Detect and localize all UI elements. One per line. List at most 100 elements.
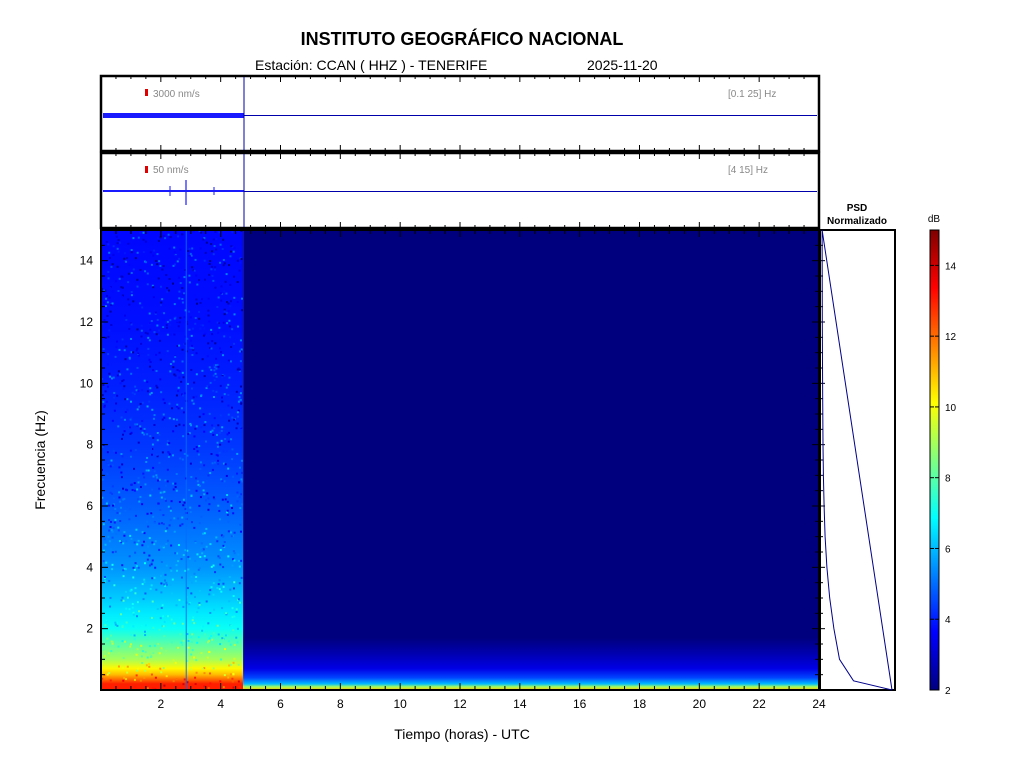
noise-speckle xyxy=(236,491,239,494)
noise-speckle xyxy=(217,321,220,324)
noise-speckle xyxy=(218,556,221,559)
noise-speckle xyxy=(231,458,234,461)
noise-speckle xyxy=(147,327,150,330)
noise-speckle xyxy=(179,248,182,251)
noise-speckle xyxy=(168,524,171,527)
noise-speckle xyxy=(162,523,165,526)
noise-speckle xyxy=(105,240,108,243)
noise-speckle xyxy=(205,499,208,502)
noise-speckle xyxy=(121,667,124,670)
noise-speckle xyxy=(159,442,162,445)
noise-speckle xyxy=(152,475,155,478)
noise-speckle xyxy=(146,687,149,690)
trace1-ticks xyxy=(115,76,805,151)
noise-speckle xyxy=(158,478,161,481)
noise-speckle xyxy=(178,423,181,426)
noise-speckle xyxy=(121,596,124,599)
noise-speckle xyxy=(176,403,179,406)
noise-speckle xyxy=(225,612,228,615)
noise-speckle xyxy=(143,581,146,584)
noise-speckle xyxy=(164,237,167,240)
noise-speckle xyxy=(166,333,169,336)
noise-speckle xyxy=(189,462,192,465)
noise-speckle xyxy=(104,655,107,658)
noise-speckle xyxy=(202,481,205,484)
noise-speckle xyxy=(142,540,145,543)
noise-speckle xyxy=(179,316,182,319)
noise-speckle xyxy=(223,648,226,651)
noise-speckle xyxy=(209,543,212,546)
noise-speckle xyxy=(216,363,219,366)
noise-speckle xyxy=(214,268,217,271)
x-tick-label: 6 xyxy=(277,697,284,711)
noise-speckle xyxy=(149,645,152,648)
noise-speckle xyxy=(157,277,160,280)
noise-speckle xyxy=(124,358,127,361)
noise-speckle xyxy=(215,357,218,360)
noise-speckle xyxy=(121,455,124,458)
noise-speckle xyxy=(223,313,226,316)
noise-speckle xyxy=(181,233,184,236)
noise-speckle xyxy=(124,509,127,512)
noise-speckle xyxy=(158,628,161,631)
noise-speckle xyxy=(229,255,232,258)
noise-speckle xyxy=(143,578,146,581)
noise-speckle xyxy=(145,664,148,667)
noise-speckle xyxy=(123,640,126,643)
noise-speckle xyxy=(203,493,206,496)
noise-speckle xyxy=(187,250,190,253)
noise-speckle xyxy=(143,476,146,479)
noise-speckle xyxy=(146,433,149,436)
noise-speckle xyxy=(214,571,217,574)
noise-speckle xyxy=(212,496,215,499)
noise-speckle xyxy=(191,266,194,269)
noise-speckle xyxy=(163,620,166,623)
noise-speckle xyxy=(132,576,135,579)
noise-speckle xyxy=(226,500,229,503)
noise-speckle xyxy=(179,524,182,527)
colorbar-tick-label: 8 xyxy=(945,474,951,485)
noise-speckle xyxy=(111,563,114,566)
noise-speckle xyxy=(230,345,233,348)
noise-speckle xyxy=(207,591,210,594)
noise-speckle xyxy=(231,507,234,510)
noise-speckle xyxy=(218,573,221,576)
noise-speckle xyxy=(111,485,114,488)
noise-speckle xyxy=(135,565,138,568)
noise-speckle xyxy=(140,624,143,627)
noise-speckle xyxy=(115,402,118,405)
noise-speckle xyxy=(166,480,169,483)
noise-speckle xyxy=(208,273,211,276)
noise-speckle xyxy=(161,648,164,651)
noise-speckle xyxy=(215,639,218,642)
noise-speckle xyxy=(162,625,165,628)
noise-speckle xyxy=(104,543,107,546)
noise-speckle xyxy=(237,593,240,596)
noise-speckle xyxy=(131,391,134,394)
noise-speckle xyxy=(160,496,163,499)
noise-speckle xyxy=(186,280,189,283)
noise-speckle xyxy=(196,553,199,556)
noise-speckle xyxy=(133,685,136,688)
noise-speckle xyxy=(165,274,168,277)
noise-speckle xyxy=(166,287,169,290)
noise-speckle xyxy=(175,418,178,421)
trace2-ticks xyxy=(115,153,805,228)
noise-speckle xyxy=(219,643,222,646)
noise-speckle xyxy=(118,348,121,351)
noise-speckle xyxy=(207,497,210,500)
noise-speckle xyxy=(230,535,233,538)
x-tick-label: 2 xyxy=(157,697,164,711)
noise-speckle xyxy=(214,230,217,233)
figure-title: INSTITUTO GEOGRÁFICO NACIONAL xyxy=(301,28,624,49)
noise-speckle xyxy=(181,458,184,461)
noise-speckle xyxy=(104,289,107,292)
noise-speckle xyxy=(190,592,193,595)
noise-speckle xyxy=(133,678,136,681)
noise-speckle xyxy=(121,463,124,466)
noise-speckle xyxy=(161,311,164,314)
noise-speckle xyxy=(154,540,157,543)
noise-speckle xyxy=(134,423,137,426)
x-tick-label: 22 xyxy=(752,697,766,711)
noise-speckle xyxy=(229,300,232,303)
